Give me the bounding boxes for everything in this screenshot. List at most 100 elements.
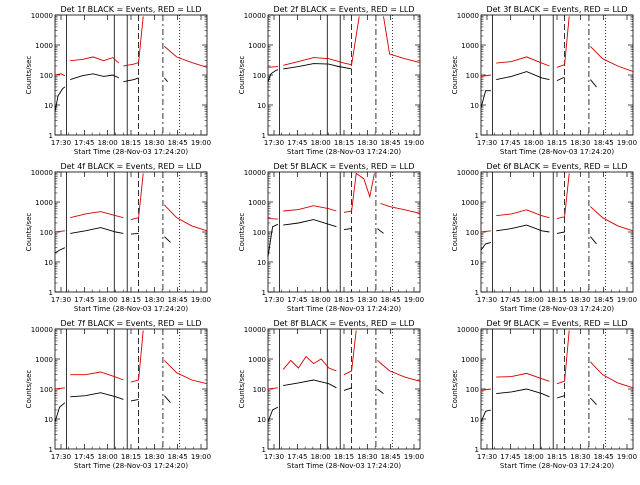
panel-det-4: Det 4f BLACK = Events, RED = LLD 1 10 100 10… — [25, 162, 211, 313]
x-tick-label: 17:30 — [477, 296, 497, 304]
x-tick-label: 18:15 — [334, 296, 354, 304]
x-tick-label: 18:45 — [168, 453, 188, 461]
x-tick-label: 19:00 — [191, 296, 211, 304]
panel-title: Det 6f BLACK = Events, RED = LLD — [486, 162, 627, 171]
x-axis-label: Start Time (28-Nov-03 17:24:20) — [500, 305, 614, 313]
x-tick-label: 17:45 — [500, 139, 520, 147]
x-tick-label: 18:15 — [547, 296, 567, 304]
panel-det-6: Det 6f BLACK = Events, RED = LLD 1 10 100 10… — [451, 162, 637, 313]
x-tick-label: 19:00 — [191, 139, 211, 147]
panel-det-7: Det 7f BLACK = Events, RED = LLD 1 10 100 10… — [25, 319, 211, 470]
y-axis-label: Counts/sec — [25, 56, 33, 95]
y-tick-label: 10000 — [244, 326, 266, 334]
x-tick-label: 17:45 — [287, 139, 307, 147]
x-tick-label: 18:45 — [594, 296, 614, 304]
x-tick-label: 17:30 — [264, 139, 284, 147]
x-tick-label: 17:45 — [74, 453, 94, 461]
y-tick-label: 100 — [253, 72, 266, 80]
x-tick-label: 19:00 — [191, 453, 211, 461]
x-tick-label: 18:30 — [144, 139, 164, 147]
events-series — [480, 71, 597, 109]
events-series — [267, 63, 352, 82]
x-tick-label: 18:00 — [311, 139, 331, 147]
x-tick-label: 19:00 — [404, 453, 424, 461]
y-tick-label: 10 — [257, 416, 266, 424]
y-tick-label: 10 — [44, 259, 53, 267]
y-tick-label: 10 — [257, 259, 266, 267]
plot-frame — [480, 14, 634, 136]
events-series — [54, 227, 171, 254]
lld-series — [54, 173, 208, 233]
x-tick-label: 18:15 — [547, 453, 567, 461]
y-tick-label: 10000 — [457, 12, 479, 20]
panel-title: Det 1f BLACK = Events, RED = LLD — [60, 5, 201, 14]
x-tick-label: 18:00 — [524, 296, 544, 304]
x-tick-label: 18:00 — [98, 139, 118, 147]
x-axis-label: Start Time (28-Nov-03 17:24:20) — [287, 462, 401, 470]
y-axis-label: Counts/sec — [25, 370, 33, 409]
y-tick-label: 1000 — [248, 42, 266, 50]
x-axis-label: Start Time (28-Nov-03 17:24:20) — [287, 148, 401, 156]
x-tick-label: 18:15 — [121, 453, 141, 461]
x-tick-label: 18:00 — [311, 296, 331, 304]
y-tick-label: 10000 — [31, 12, 53, 20]
plot-frame — [54, 14, 208, 136]
x-tick-label: 18:45 — [168, 139, 188, 147]
x-tick-label: 18:45 — [168, 296, 188, 304]
y-tick-label: 100 — [253, 386, 266, 394]
x-tick-label: 18:00 — [98, 296, 118, 304]
events-series — [480, 224, 597, 251]
plot-frame — [54, 328, 208, 450]
y-tick-label: 10 — [257, 102, 266, 110]
lld-series — [480, 330, 634, 391]
panel-title: Det 2f BLACK = Events, RED = LLD — [273, 5, 414, 14]
y-tick-label: 100 — [466, 229, 479, 237]
lld-series — [480, 16, 634, 77]
events-series — [267, 379, 384, 423]
x-tick-label: 17:30 — [51, 139, 71, 147]
plot-frame — [267, 14, 421, 136]
x-tick-label: 18:30 — [357, 453, 377, 461]
y-tick-label: 1000 — [461, 199, 479, 207]
y-tick-label: 10000 — [31, 169, 53, 177]
x-tick-label: 18:15 — [121, 139, 141, 147]
x-tick-label: 18:30 — [570, 453, 590, 461]
panel-det-9: Det 9f BLACK = Events, RED = LLD 1 10 100 10… — [451, 319, 637, 470]
panel-det-3: Det 3f BLACK = Events, RED = LLD 1 10 100 10… — [451, 5, 637, 156]
x-tick-label: 18:30 — [357, 139, 377, 147]
x-tick-label: 17:30 — [264, 453, 284, 461]
x-axis-label: Start Time (28-Nov-03 17:24:20) — [500, 148, 614, 156]
x-tick-label: 18:45 — [381, 139, 401, 147]
x-tick-label: 17:45 — [287, 453, 307, 461]
x-tick-label: 17:45 — [287, 296, 307, 304]
x-tick-label: 19:00 — [617, 296, 637, 304]
events-series — [54, 73, 168, 112]
x-tick-label: 17:30 — [51, 296, 71, 304]
y-axis-label: Counts/sec — [25, 213, 33, 252]
y-tick-label: 1 — [475, 446, 479, 454]
x-tick-label: 17:45 — [500, 453, 520, 461]
lld-series — [267, 330, 421, 390]
y-tick-label: 10 — [44, 416, 53, 424]
x-tick-label: 18:30 — [144, 453, 164, 461]
y-tick-label: 1000 — [248, 356, 266, 364]
y-tick-label: 1000 — [35, 356, 53, 364]
y-tick-label: 10000 — [457, 326, 479, 334]
x-tick-label: 19:00 — [617, 139, 637, 147]
y-tick-label: 10 — [470, 259, 479, 267]
y-axis-label: Counts/sec — [451, 56, 459, 95]
y-tick-label: 1 — [475, 132, 479, 140]
x-tick-label: 17:45 — [500, 296, 520, 304]
y-tick-label: 1000 — [461, 356, 479, 364]
x-tick-label: 19:00 — [617, 453, 637, 461]
x-tick-label: 18:45 — [381, 453, 401, 461]
x-tick-label: 18:45 — [381, 296, 401, 304]
x-axis-label: Start Time (28-Nov-03 17:24:20) — [500, 462, 614, 470]
events-series — [267, 219, 384, 257]
y-tick-label: 100 — [40, 72, 53, 80]
panel-title: Det 9f BLACK = Events, RED = LLD — [486, 319, 627, 328]
y-tick-label: 100 — [466, 386, 479, 394]
y-axis-label: Counts/sec — [238, 370, 246, 409]
